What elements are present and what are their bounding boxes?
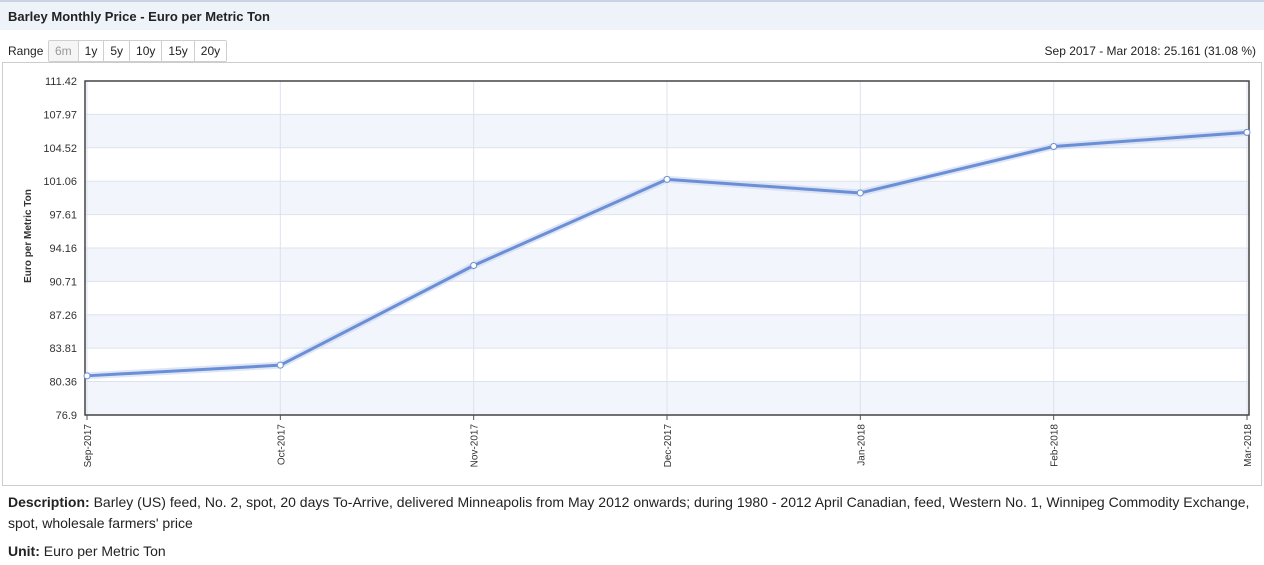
- y-tick-label: 87.26: [49, 310, 77, 322]
- y-tick-label: 104.52: [43, 143, 77, 155]
- range-20y-button[interactable]: 20y: [194, 41, 227, 61]
- y-tick-label: 94.16: [49, 243, 77, 255]
- range-label: Range: [8, 44, 44, 58]
- data-point: [470, 262, 478, 270]
- data-point: [83, 372, 91, 380]
- x-tick-label: Mar-2018: [1243, 424, 1254, 467]
- data-point: [856, 189, 864, 197]
- unit: Unit: Euro per Metric Ton: [8, 543, 166, 559]
- line-chart: 76.9 80.36 83.81 87.26 90.71 94.16 97.61 101.06…: [23, 76, 1254, 468]
- description-text: Barley (US) feed, No. 2, spot, 20 days T…: [8, 494, 1250, 531]
- plot-frame: [84, 80, 1250, 416]
- range-15y-button[interactable]: 15y: [162, 41, 195, 61]
- data-point: [663, 175, 671, 183]
- period-change-info: Sep 2017 - Mar 2018: 25.161 (31.08 %): [1044, 44, 1256, 58]
- range-10y-button[interactable]: 10y: [130, 41, 163, 61]
- y-tick-label: 80.36: [49, 377, 77, 389]
- data-point: [1050, 143, 1058, 151]
- x-tick-label: Feb-2018: [1050, 424, 1061, 467]
- y-tick-label: 76.9: [56, 410, 77, 422]
- unit-label: Unit:: [8, 543, 40, 559]
- y-tick-label: 90.71: [49, 276, 77, 288]
- range-row: Range 6m 1y 5y 10y 15y 20y Sep 2017 - Ma…: [0, 40, 1264, 62]
- title-bar: Barley Monthly Price - Euro per Metric T…: [0, 0, 1264, 30]
- y-tick-label: 97.61: [49, 210, 77, 222]
- y-axis-label: Euro per Metric Ton: [23, 189, 34, 283]
- x-tick-label: Dec-2017: [663, 424, 674, 468]
- data-point: [276, 361, 284, 369]
- description: Description: Barley (US) feed, No. 2, sp…: [8, 492, 1258, 534]
- description-label: Description:: [8, 494, 90, 510]
- x-tick-label: Nov-2017: [470, 424, 481, 468]
- x-tick-label: Jan-2018: [856, 424, 867, 466]
- chart-container: 76.9 80.36 83.81 87.26 90.71 94.16 97.61 101.06…: [2, 62, 1262, 486]
- y-tick-label: 111.42: [45, 76, 77, 88]
- range-5y-button[interactable]: 5y: [104, 41, 131, 61]
- range-selector: 6m 1y 5y 10y 15y 20y: [48, 40, 228, 62]
- y-tick-label: 101.06: [43, 176, 77, 188]
- data-point: [1243, 128, 1251, 136]
- y-tick-label: 83.81: [49, 343, 77, 355]
- chart-title: Barley Monthly Price - Euro per Metric T…: [8, 9, 270, 24]
- x-tick-label: Oct-2017: [276, 424, 287, 466]
- x-tick-label: Sep-2017: [83, 424, 94, 468]
- y-tick-label: 107.97: [43, 109, 77, 121]
- range-6m-button[interactable]: 6m: [49, 41, 79, 61]
- unit-text: Euro per Metric Ton: [43, 543, 166, 559]
- range-1y-button[interactable]: 1y: [78, 41, 105, 61]
